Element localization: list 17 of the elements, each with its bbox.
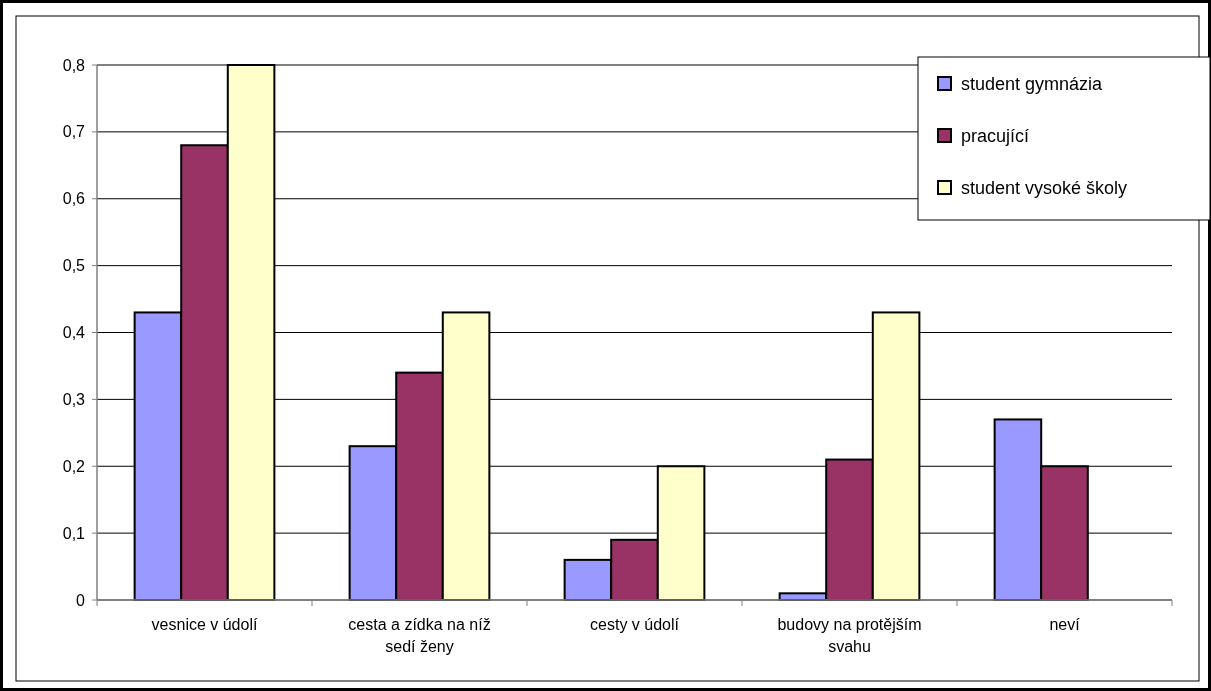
legend-label: student gymnázia [961,74,1104,95]
y-tick-label: 0,5 [62,257,86,275]
x-tick-label: budovy na protějším svahu [777,616,922,655]
x-tick-label: cesty v údolí [590,616,680,633]
legend-label: pracující [961,126,1030,147]
y-tick-label: 0,1 [62,524,86,542]
legend-label: student vysoké školy [961,178,1128,199]
x-tick-label: neví [1049,616,1081,633]
y-tick-label: 0,4 [62,324,86,342]
y-tick-label: 0,6 [62,190,86,208]
y-tick-label: 0,2 [62,457,86,475]
y-tick-label: 0,8 [62,56,86,74]
y-tick-label: 0,7 [62,123,86,141]
x-tick-label: cesta a zídka na níž sedí ženy [348,616,491,655]
x-tick-label: vesnice v údolí [151,616,258,633]
y-tick-label: 0 [76,591,86,609]
y-tick-label: 0,3 [62,390,86,408]
